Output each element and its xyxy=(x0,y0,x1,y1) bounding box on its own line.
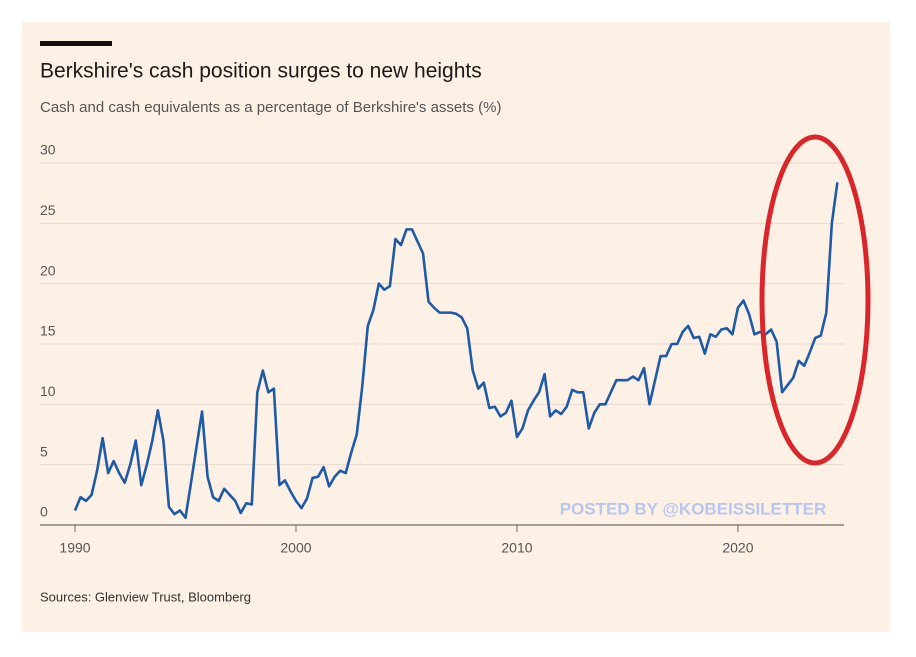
source-note: Sources: Glenview Trust, Bloomberg xyxy=(40,589,251,604)
chart-subtitle: Cash and cash equivalents as a percentag… xyxy=(40,99,501,116)
y-tick-label: 20 xyxy=(40,262,56,278)
y-tick-label: 25 xyxy=(40,202,56,218)
y-tick-label: 10 xyxy=(40,383,56,399)
y-tick-label: 5 xyxy=(40,443,48,459)
x-tick-label: 2000 xyxy=(280,540,311,556)
x-tick-label: 1990 xyxy=(59,540,90,556)
data-line xyxy=(73,182,839,520)
x-tick-label: 2010 xyxy=(501,540,532,556)
watermark: POSTED BY @KOBEISSILETTER xyxy=(560,499,827,518)
plot xyxy=(73,182,839,520)
y-tick-label: 0 xyxy=(40,504,48,520)
highlight-ellipse xyxy=(759,134,871,466)
chart-title: Berkshire's cash position surges to new … xyxy=(40,60,482,83)
card-background xyxy=(22,22,890,632)
grid: 0 5 10 15 20 25 30 1990 2000 2010 2020 xyxy=(40,142,844,556)
title-bar xyxy=(40,41,112,46)
x-tick-label: 2020 xyxy=(722,540,753,556)
y-tick-label: 15 xyxy=(40,323,56,339)
y-tick-label: 30 xyxy=(40,142,56,158)
